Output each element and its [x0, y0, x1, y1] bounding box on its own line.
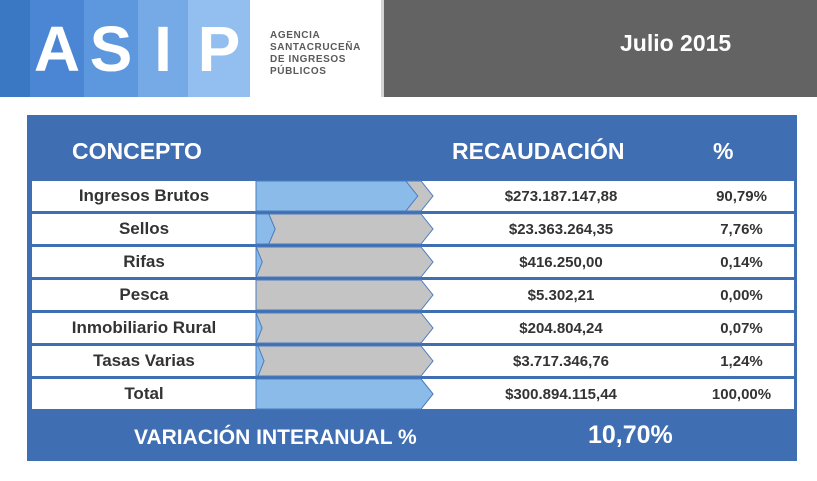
logo-letter-i: I [138, 0, 188, 97]
share-bar-fill [255, 180, 419, 212]
share-bar [255, 378, 434, 410]
row-percent: 7,76% [720, 220, 763, 238]
share-bar [255, 246, 434, 278]
row-amount: $416.250,00 [519, 253, 603, 271]
agency-line-2: SANTACRUCEÑA [270, 42, 361, 53]
logo-letter-p: P [188, 0, 250, 97]
row-amount: $204.804,24 [519, 319, 603, 337]
share-bar-track [255, 279, 434, 311]
share-bar-track [255, 312, 434, 344]
row-amount: $5.302,21 [527, 286, 595, 304]
share-bar-track [255, 213, 434, 245]
share-bar [255, 345, 434, 377]
row-percent: 90,79% [716, 187, 767, 205]
row-label: Total [124, 384, 164, 403]
agency-line-4: PÚBLICOS [270, 66, 327, 77]
row-percent: 1,24% [720, 352, 763, 370]
row-amount: $3.717.346,76 [513, 352, 609, 370]
row-label: Inmobiliario Rural [71, 318, 217, 337]
header-recaudacion: RECAUDACIÓN [452, 138, 625, 164]
row-label: Ingresos Brutos [78, 186, 210, 205]
agency-name: AGENCIA SANTACRUCEÑA DE INGRESOS PÚBLICO… [270, 30, 361, 78]
row-label: Sellos [118, 219, 170, 238]
header-divider [381, 0, 384, 97]
header-percent: % [713, 138, 734, 164]
period-label: Julio 2015 [620, 30, 732, 56]
footer-variation-label: VARIACIÓN INTERANUAL % [134, 426, 417, 449]
agency-line-3: DE INGRESOS [270, 54, 347, 65]
row-label: Tasas Varias [93, 351, 195, 370]
share-bar [255, 279, 434, 311]
row-percent: 0,00% [720, 286, 763, 304]
share-bar-fill [255, 345, 265, 377]
footer-variation-value: 10,70% [588, 421, 673, 449]
logo-accent-bar [0, 0, 30, 97]
logo-letter-s: S [84, 0, 138, 97]
row-label: Rifas [123, 252, 165, 271]
row-percent: 0,07% [720, 319, 763, 337]
row-label: Pesca [119, 285, 169, 304]
share-bar [255, 180, 434, 212]
logo-letter-a: A [30, 0, 84, 97]
share-bar-track [255, 345, 434, 377]
row-amount: $23.363.264,35 [508, 220, 614, 238]
row-percent: 0,14% [720, 253, 763, 271]
row-percent: 100,00% [711, 385, 772, 403]
share-bar-fill [255, 213, 276, 245]
row-amount: $273.187.147,88 [504, 187, 618, 205]
share-bar-track [255, 246, 434, 278]
share-bar [255, 312, 434, 344]
share-bar-fill [255, 378, 434, 410]
header-period-panel [384, 0, 817, 97]
row-amount: $300.894.115,44 [505, 385, 617, 403]
agency-line-1: AGENCIA [270, 30, 321, 41]
share-bar [255, 213, 434, 245]
header: A S I P AGENCIA SANTACRUCEÑA DE INGRESOS… [0, 0, 817, 97]
header-concepto: CONCEPTO [72, 138, 202, 164]
share-bar-fill [255, 312, 263, 344]
share-bar-fill [255, 246, 263, 278]
